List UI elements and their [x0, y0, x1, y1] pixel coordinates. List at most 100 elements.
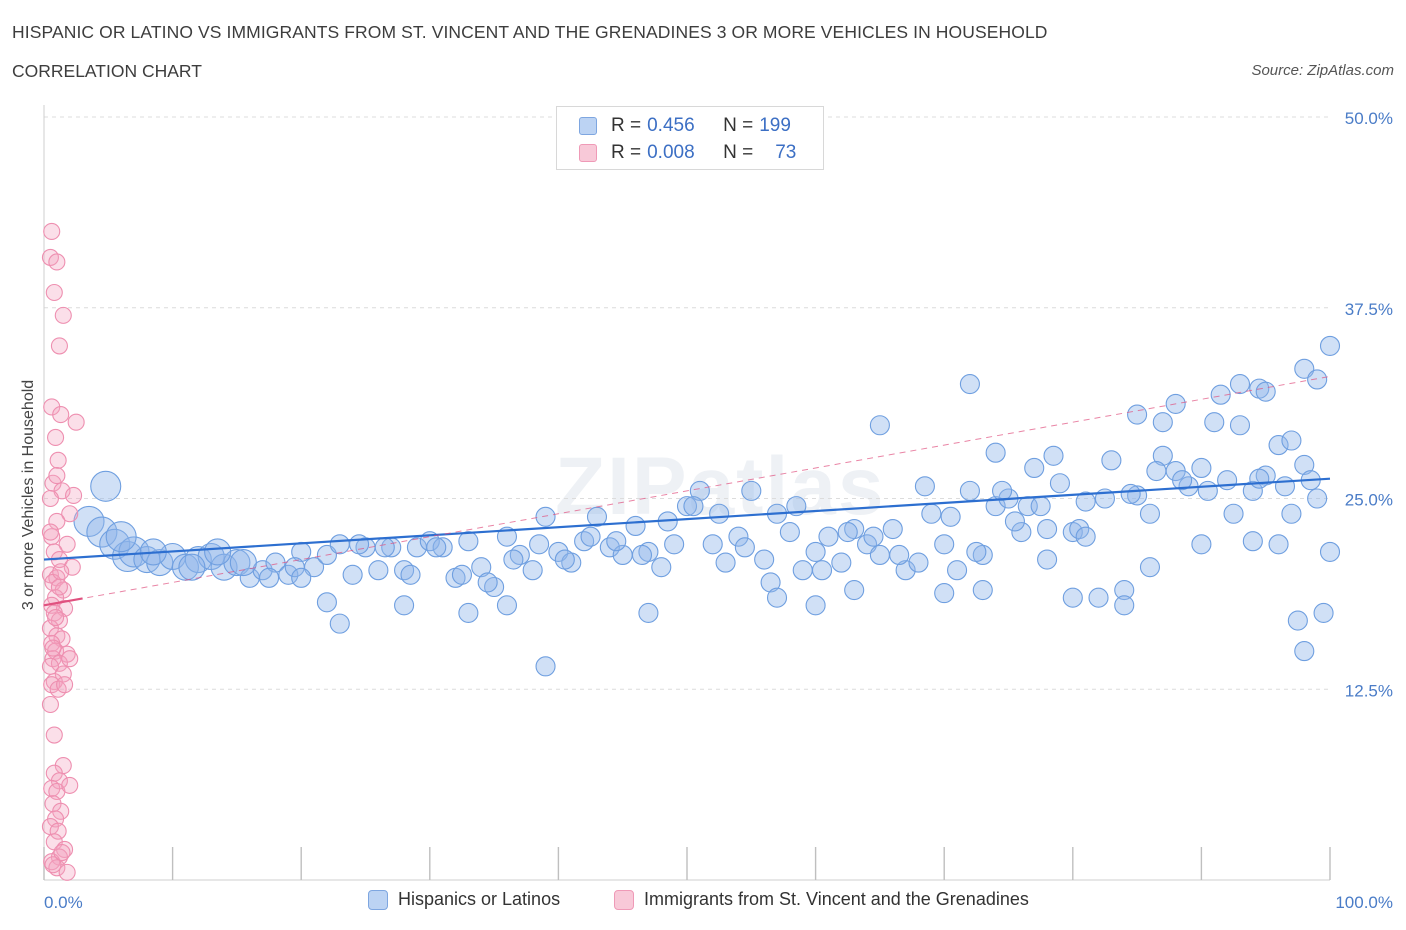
x-tick-label: 0.0%	[44, 893, 83, 912]
data-point-hispanics	[204, 538, 232, 566]
data-point-hispanics	[1281, 430, 1302, 451]
legend-r-value: 0.008	[647, 142, 695, 163]
data-point-immigrants	[45, 283, 63, 302]
data-point-hispanics	[702, 534, 723, 555]
data-point-hispanics	[1037, 549, 1058, 570]
data-point-hispanics	[766, 587, 788, 608]
chart-title: HISPANIC OR LATINO VS IMMIGRANTS FROM ST…	[12, 22, 1048, 42]
data-point-hispanics	[631, 544, 653, 566]
data-point-hispanics	[934, 583, 955, 604]
data-point-hispanics	[934, 534, 955, 555]
data-point-hispanics	[458, 531, 479, 552]
legend-r-value: 0.456	[647, 115, 695, 136]
data-point-hispanics	[728, 526, 749, 547]
legend-row-pink: R = 0.008 N = 73	[579, 141, 796, 165]
data-point-immigrants	[61, 776, 79, 794]
data-point-hispanics	[869, 544, 890, 566]
data-point-hispanics	[1229, 415, 1251, 436]
data-point-hispanics	[535, 506, 556, 527]
data-point-hispanics	[1197, 480, 1218, 501]
data-point-immigrants	[47, 608, 65, 627]
data-point-hispanics	[664, 534, 685, 555]
data-point-immigrants	[49, 822, 67, 840]
data-point-hispanics	[1011, 522, 1032, 543]
data-point-immigrants	[43, 779, 61, 797]
data-point-hispanics	[554, 549, 575, 570]
data-point-hispanics	[368, 560, 389, 581]
y-tick-label: 25.0%	[1345, 491, 1393, 510]
legend-n-label: N =	[723, 115, 754, 136]
data-point-hispanics	[329, 534, 350, 555]
data-point-hispanics	[1242, 480, 1263, 501]
data-point-hispanics	[1294, 641, 1315, 662]
bottom-legend-label-blue: Hispanics or Latinos	[398, 889, 561, 909]
data-point-hispanics	[811, 560, 833, 581]
data-point-hispanics	[432, 537, 453, 558]
data-point-hispanics	[1249, 468, 1270, 489]
data-point-immigrants	[50, 337, 68, 355]
data-point-hispanics	[625, 515, 646, 537]
data-point-hispanics	[1114, 595, 1135, 616]
data-point-hispanics	[1075, 491, 1096, 512]
data-point-hispanics	[329, 613, 350, 634]
data-point-immigrants	[41, 489, 59, 508]
data-point-hispanics	[1281, 503, 1302, 524]
data-point-hispanics	[178, 553, 206, 581]
data-point-hispanics	[1049, 473, 1070, 494]
trend-line-immigrants	[43, 597, 83, 607]
data-point-hispanics	[760, 572, 781, 593]
data-point-immigrants	[56, 676, 74, 694]
data-point-hispanics	[599, 537, 620, 558]
data-point-immigrants	[54, 306, 72, 324]
data-point-hispanics	[291, 567, 312, 588]
data-point-immigrants	[61, 650, 79, 668]
data-point-hispanics	[1287, 610, 1308, 631]
legend-r-label: R =	[611, 115, 642, 136]
data-point-hispanics	[895, 560, 916, 581]
data-point-immigrants	[49, 451, 67, 469]
data-point-hispanics	[1242, 531, 1263, 552]
data-point-hispanics	[1127, 404, 1148, 425]
data-point-hispanics	[580, 526, 601, 547]
data-point-hispanics	[1319, 335, 1341, 356]
data-point-hispanics	[985, 442, 1006, 463]
data-point-hispanics	[1139, 503, 1161, 524]
data-point-hispanics	[837, 522, 858, 543]
data-point-hispanics	[638, 602, 659, 624]
data-point-hispanics	[1313, 602, 1334, 624]
data-point-hispanics	[959, 480, 980, 501]
legend-swatch-blue	[579, 117, 597, 135]
data-point-hispanics	[374, 537, 395, 558]
data-point-immigrants	[65, 486, 83, 504]
data-point-hispanics	[1152, 412, 1173, 433]
data-point-hispanics	[284, 557, 305, 578]
data-point-hispanics	[400, 564, 421, 585]
data-point-hispanics	[779, 522, 800, 543]
tick-labels: 12.5% 25.0% 37.5% 50.0% 0.0% 100.0%	[44, 109, 1393, 912]
data-point-hispanics	[792, 560, 813, 581]
data-point-hispanics	[1114, 580, 1135, 601]
data-point-hispanics	[73, 505, 105, 537]
data-point-immigrants	[50, 578, 68, 596]
source-label: Source: ZipAtlas.com	[1251, 62, 1394, 79]
data-point-immigrants	[52, 406, 70, 424]
data-point-immigrants	[50, 654, 68, 672]
data-point-immigrants	[45, 726, 63, 744]
data-point-immigrants	[53, 843, 71, 862]
data-point-hispanics	[715, 552, 736, 573]
data-point-immigrants	[58, 863, 76, 881]
data-point-hispanics	[689, 480, 710, 501]
series-immigrants-points	[41, 222, 85, 881]
axes	[43, 105, 1331, 881]
data-point-hispanics	[947, 560, 968, 581]
data-point-hispanics	[889, 544, 910, 566]
data-point-hispanics	[90, 470, 122, 502]
bottom-legend-swatch-pink	[614, 889, 634, 910]
data-point-hispanics	[1294, 454, 1315, 475]
data-point-hispanics	[908, 552, 929, 573]
data-point-hispanics	[844, 580, 865, 601]
data-point-hispanics	[959, 373, 980, 395]
data-point-hispanics	[651, 557, 672, 578]
data-point-hispanics	[471, 557, 492, 578]
data-point-hispanics	[1223, 503, 1244, 524]
